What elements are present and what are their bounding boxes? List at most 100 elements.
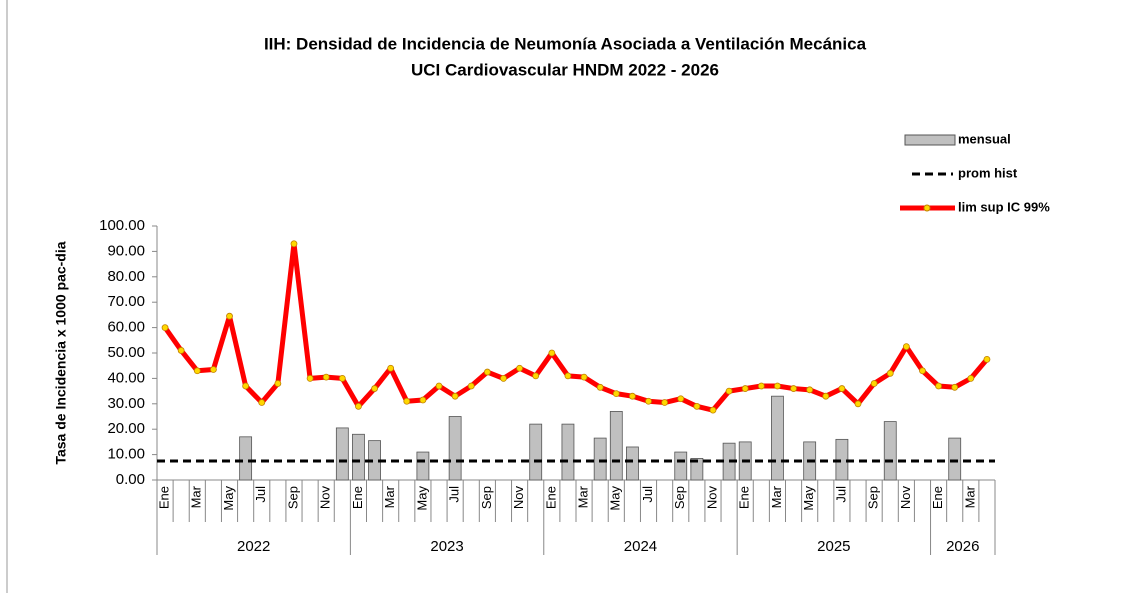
x-tick-label: Ene: [156, 486, 171, 509]
line-marker: [629, 392, 636, 400]
line-marker: [564, 372, 572, 380]
line-marker: [951, 383, 959, 391]
y-tick-label: 100.00: [99, 217, 145, 234]
line-marker: [387, 364, 395, 372]
year-label: 2023: [430, 538, 463, 555]
legend-swatch: [904, 134, 956, 146]
line-marker: [516, 364, 523, 372]
bar: [561, 423, 575, 481]
y-tick-label: 20.00: [107, 420, 145, 437]
line-marker: [612, 390, 620, 398]
line-marker: [757, 382, 765, 390]
line-marker: [725, 387, 733, 395]
line-marker: [338, 374, 346, 382]
y-axis-label: Tasa de Incidencia x 1000 pac-dia: [53, 241, 69, 464]
y-tick-label: 70.00: [107, 293, 145, 310]
bar: [335, 427, 349, 481]
year-label: 2022: [237, 538, 270, 555]
line-marker: [983, 355, 991, 363]
y-tick-label: 10.00: [107, 446, 145, 463]
x-tick-label: Ene: [737, 486, 752, 509]
y-tick-label: 0.00: [116, 471, 145, 488]
line-marker: [193, 367, 201, 375]
x-tick-label: Mar: [769, 485, 784, 508]
line-marker: [677, 395, 685, 403]
line-marker: [596, 383, 604, 391]
bar: [593, 437, 607, 481]
legend-label: lim sup IC 99%: [958, 199, 1050, 214]
line: [163, 241, 989, 413]
line-marker: [790, 385, 797, 392]
bar: [948, 437, 962, 481]
y-tick-label: 80.00: [107, 268, 145, 285]
legend-label: prom hist: [958, 165, 1018, 180]
line-marker: [806, 386, 814, 394]
x-tick-label: May: [221, 486, 236, 511]
line-marker: [693, 402, 701, 410]
line-marker: [322, 373, 330, 381]
line-marker: [919, 367, 926, 375]
bar: [448, 416, 462, 481]
line-marker: [822, 392, 830, 400]
x-tick-label: Mar: [382, 485, 397, 508]
bar: [626, 446, 639, 481]
x-tick-label: Sep: [672, 486, 687, 509]
bar: [690, 458, 704, 481]
x-tick-label: Sep: [285, 486, 300, 509]
line-marker: [403, 397, 411, 405]
x-tick-label: Nov: [511, 486, 526, 510]
y-tick-label: 50.00: [107, 344, 145, 361]
line-marker: [741, 385, 749, 392]
year-label: 2025: [817, 538, 850, 555]
line-marker: [226, 312, 233, 320]
line-marker: [967, 374, 975, 382]
line-marker: [870, 380, 878, 387]
x-tick-label: Ene: [930, 486, 945, 509]
line-marker: [902, 343, 910, 351]
x-tick-label: Nov: [704, 486, 719, 510]
line-marker: [854, 400, 862, 408]
x-tick-label: Nov: [898, 486, 913, 510]
line-marker: [645, 397, 652, 405]
bar: [239, 436, 253, 481]
line-marker: [161, 324, 169, 332]
line-marker: [306, 374, 314, 382]
line-marker: [419, 396, 427, 404]
line-marker: [548, 349, 556, 357]
x-tick-label: May: [801, 486, 816, 511]
x-tick-label: Jul: [447, 486, 462, 503]
x-tick-label: May: [414, 486, 429, 511]
bar: [883, 421, 897, 481]
line-marker: [274, 380, 282, 387]
line-marker: [709, 406, 717, 414]
line-marker: [838, 385, 846, 392]
x-tick-label: Jul: [833, 486, 848, 503]
bar: [352, 433, 365, 481]
x-tick-label: Ene: [350, 486, 365, 509]
year-label: 2024: [624, 538, 657, 555]
line-marker: [371, 385, 378, 392]
x-tick-label: Nov: [318, 486, 333, 510]
line-marker: [435, 382, 443, 390]
chart-title: IIH: Densidad de Incidencia de Neumonía …: [264, 34, 867, 53]
line-marker: [886, 369, 894, 377]
x-tick-label: May: [608, 486, 623, 511]
line-marker: [580, 373, 588, 381]
line-marker: [451, 392, 459, 400]
y-tick-label: 30.00: [107, 395, 145, 412]
x-tick-label: Mar: [575, 485, 590, 508]
bar: [674, 451, 688, 481]
line-marker: [467, 382, 475, 390]
line-marker: [290, 240, 298, 248]
line-marker: [210, 366, 217, 373]
line-marker: [258, 399, 266, 406]
x-tick-label: Sep: [479, 486, 494, 509]
x-tick-label: Jul: [253, 486, 268, 503]
line-marker: [661, 399, 669, 406]
x-tick-label: Mar: [962, 485, 977, 508]
bar: [771, 395, 784, 481]
line-marker: [483, 368, 491, 376]
year-label: 2026: [946, 538, 979, 555]
line-marker: [935, 382, 942, 390]
